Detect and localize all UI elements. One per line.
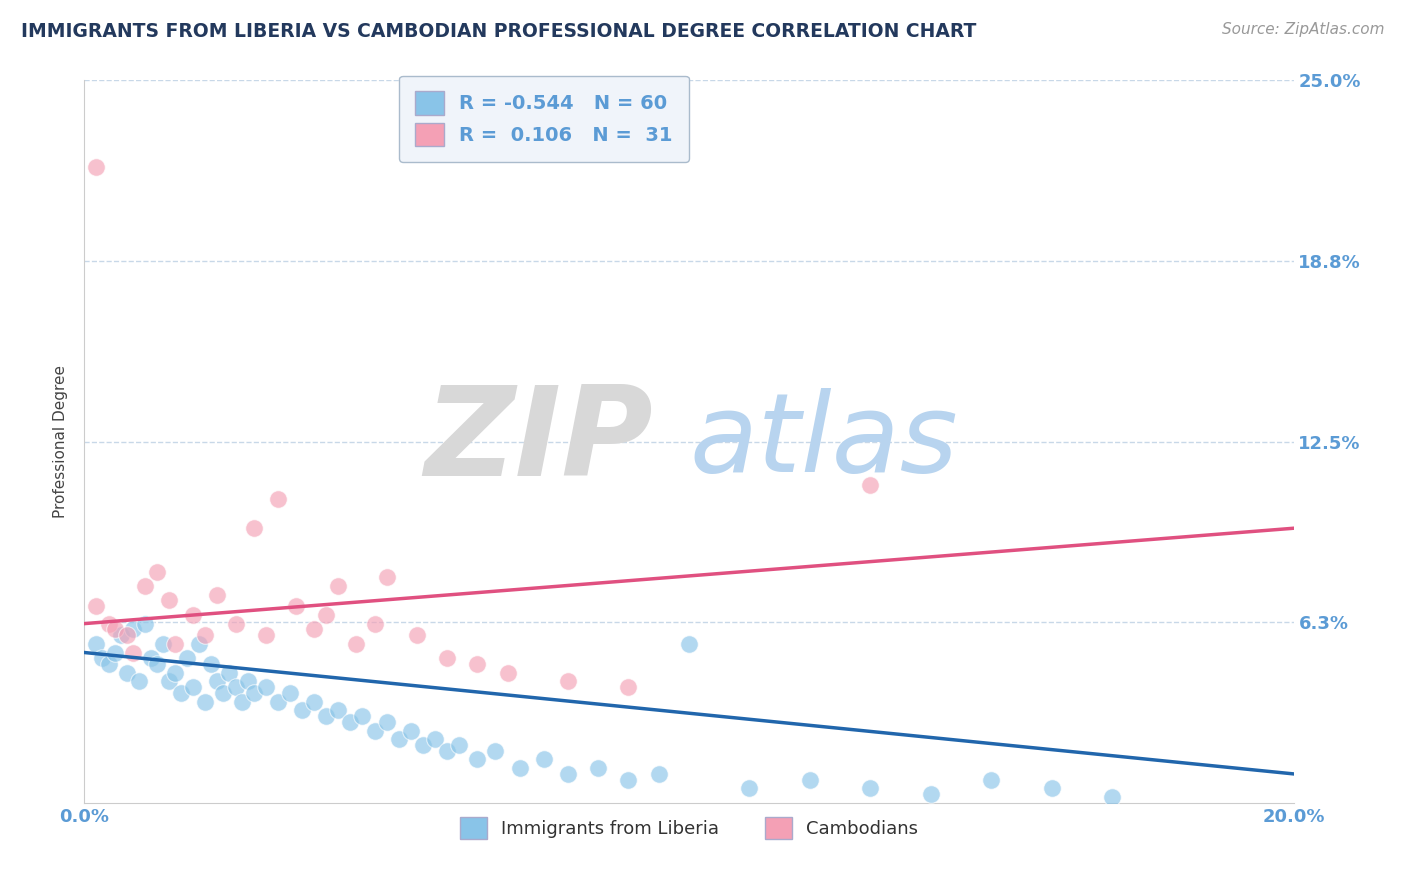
- Legend: Immigrants from Liberia, Cambodians: Immigrants from Liberia, Cambodians: [451, 808, 927, 848]
- Point: [104, 646, 127, 660]
- Point: [449, 738, 471, 752]
- Text: Source: ZipAtlas.com: Source: ZipAtlas.com: [1222, 22, 1385, 37]
- Point: [91, 651, 114, 665]
- Point: [467, 657, 489, 671]
- Point: [496, 665, 519, 680]
- Point: [617, 680, 640, 694]
- Point: [617, 772, 640, 787]
- Point: [388, 732, 411, 747]
- Point: [134, 616, 156, 631]
- Point: [267, 695, 290, 709]
- Point: [267, 492, 290, 507]
- Point: [339, 714, 361, 729]
- Point: [980, 772, 1002, 787]
- Point: [121, 623, 143, 637]
- Point: [509, 761, 531, 775]
- Point: [146, 657, 169, 671]
- Point: [436, 744, 458, 758]
- Point: [194, 628, 217, 642]
- Point: [110, 628, 132, 642]
- Point: [412, 738, 434, 752]
- Point: [254, 680, 277, 694]
- Y-axis label: Professional Degree: Professional Degree: [53, 365, 69, 518]
- Point: [533, 752, 555, 766]
- Point: [859, 478, 882, 492]
- Point: [678, 637, 700, 651]
- Point: [291, 703, 314, 717]
- Point: [86, 599, 108, 614]
- Point: [363, 616, 385, 631]
- Point: [225, 616, 247, 631]
- Point: [115, 665, 138, 680]
- Point: [218, 665, 240, 680]
- Point: [194, 695, 217, 709]
- Point: [315, 607, 337, 622]
- Point: [920, 787, 942, 801]
- Point: [97, 657, 120, 671]
- Point: [86, 160, 108, 174]
- Point: [302, 623, 325, 637]
- Text: ZIP: ZIP: [425, 381, 652, 502]
- Point: [170, 686, 193, 700]
- Point: [200, 657, 222, 671]
- Point: [181, 607, 204, 622]
- Point: [254, 628, 277, 642]
- Point: [176, 651, 198, 665]
- Point: [104, 623, 127, 637]
- Point: [375, 570, 398, 584]
- Point: [207, 674, 229, 689]
- Point: [231, 695, 253, 709]
- Point: [139, 651, 162, 665]
- Point: [152, 637, 174, 651]
- Point: [648, 767, 671, 781]
- Point: [278, 686, 301, 700]
- Text: IMMIGRANTS FROM LIBERIA VS CAMBODIAN PROFESSIONAL DEGREE CORRELATION CHART: IMMIGRANTS FROM LIBERIA VS CAMBODIAN PRO…: [21, 22, 976, 41]
- Point: [315, 709, 337, 723]
- Point: [285, 599, 308, 614]
- Point: [225, 680, 247, 694]
- Point: [236, 674, 259, 689]
- Point: [207, 588, 229, 602]
- Point: [406, 628, 429, 642]
- Point: [799, 772, 821, 787]
- Point: [375, 714, 398, 729]
- Point: [188, 637, 211, 651]
- Point: [363, 723, 385, 738]
- Point: [134, 579, 156, 593]
- Point: [346, 637, 368, 651]
- Point: [484, 744, 506, 758]
- Point: [121, 646, 143, 660]
- Point: [557, 674, 579, 689]
- Point: [738, 781, 761, 796]
- Point: [97, 616, 120, 631]
- Point: [128, 674, 150, 689]
- Point: [1101, 790, 1123, 805]
- Point: [859, 781, 882, 796]
- Point: [1040, 781, 1063, 796]
- Point: [302, 695, 325, 709]
- Point: [436, 651, 458, 665]
- Point: [399, 723, 422, 738]
- Point: [242, 686, 264, 700]
- Text: atlas: atlas: [689, 388, 957, 495]
- Point: [242, 521, 264, 535]
- Point: [467, 752, 489, 766]
- Point: [86, 637, 108, 651]
- Point: [557, 767, 579, 781]
- Point: [212, 686, 235, 700]
- Point: [165, 637, 187, 651]
- Point: [423, 732, 446, 747]
- Point: [157, 593, 180, 607]
- Point: [181, 680, 204, 694]
- Point: [352, 709, 374, 723]
- Point: [157, 674, 180, 689]
- Point: [588, 761, 610, 775]
- Point: [146, 565, 169, 579]
- Point: [165, 665, 187, 680]
- Point: [328, 579, 350, 593]
- Point: [115, 628, 138, 642]
- Point: [328, 703, 350, 717]
